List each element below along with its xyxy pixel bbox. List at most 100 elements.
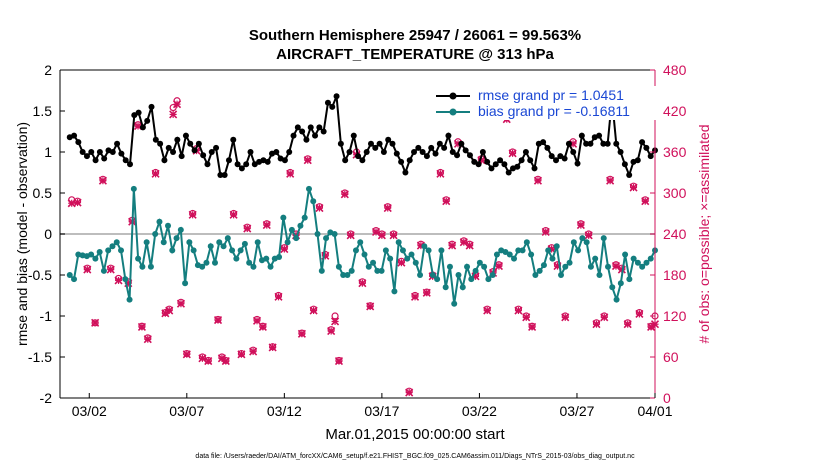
rmse-point — [402, 169, 409, 176]
rmse-point — [324, 99, 331, 106]
series-lines — [66, 93, 658, 307]
rmse-point — [647, 153, 654, 160]
rmse-point — [501, 161, 508, 168]
rmse-point — [79, 149, 86, 155]
obs-assimilated-marker — [383, 203, 392, 213]
rmse-point — [342, 157, 349, 164]
obs-assimilated-marker — [576, 221, 585, 230]
bias-point — [481, 263, 488, 270]
obs-assimilated-marker — [483, 306, 492, 315]
rmse-point — [281, 157, 288, 164]
obs-assimilated-marker — [397, 258, 406, 267]
bias-point — [92, 255, 99, 262]
bias-point — [250, 263, 257, 270]
bias-point — [609, 284, 616, 291]
bias-point — [579, 235, 586, 242]
legend: rmse grand pr = 1.0451 bias grand pr = -… — [434, 86, 656, 120]
rmse-point — [165, 144, 172, 151]
bias-point — [130, 185, 137, 192]
rmse-point — [247, 149, 254, 155]
rmse-point — [423, 153, 430, 160]
rmse-point — [380, 149, 387, 155]
rmse-point — [161, 157, 168, 164]
obs-assimilated-marker — [243, 224, 252, 233]
rmse-point — [385, 136, 392, 143]
rmse-point — [312, 132, 319, 139]
bias-point — [617, 280, 624, 287]
bias-point — [310, 198, 317, 205]
y-tick-label-left: -1.5 — [28, 349, 52, 365]
bias-point — [118, 247, 125, 254]
bias-point — [254, 239, 261, 246]
bias-point — [639, 263, 646, 270]
rmse-point — [393, 150, 400, 157]
rmse-point — [71, 132, 78, 139]
obs-assimilated-marker — [176, 299, 186, 308]
y-tick-label-left: -2 — [40, 390, 53, 406]
bias-point — [280, 214, 287, 221]
bias-point — [519, 247, 526, 254]
obs-assimilated-marker — [346, 231, 355, 240]
obs-assimilated-marker — [377, 231, 386, 240]
rmse-point — [596, 132, 603, 139]
rmse-point — [565, 140, 572, 147]
y-tick-label-left: 2 — [44, 62, 52, 78]
bias-point — [182, 280, 189, 287]
bias-point — [139, 263, 146, 270]
bias-point — [147, 263, 154, 270]
bias-point — [387, 255, 394, 262]
rmse-point — [307, 124, 314, 131]
rmse-point — [475, 161, 482, 168]
bias-point — [143, 239, 150, 246]
obs-assimilated-marker — [221, 357, 230, 366]
obs-assimilated-marker — [410, 292, 420, 301]
rmse-point — [238, 165, 245, 172]
bias-point — [344, 272, 351, 278]
bias-point — [545, 247, 552, 254]
rmse-point — [544, 144, 551, 151]
rmse-point — [570, 149, 577, 155]
obs-assimilated-marker — [309, 306, 318, 315]
bias-point — [434, 276, 441, 283]
rmse-point — [518, 157, 525, 164]
rmse-point — [561, 155, 568, 162]
bias-point — [288, 226, 295, 233]
data-file-footnote: data file: /Users/raeder/DAI/ATM_forcXX/… — [195, 453, 635, 460]
x-tick-label: 03/02 — [72, 403, 107, 419]
rmse-point — [88, 149, 95, 155]
bias-point — [348, 267, 355, 274]
rmse-point — [286, 149, 293, 155]
x-axis-label: Mar.01,2015 00:00:00 start — [325, 426, 505, 443]
legend-entry-bias: bias grand pr = -0.16811 — [434, 103, 656, 120]
bias-point — [66, 272, 73, 278]
rmse-point — [441, 144, 448, 151]
obs-assimilated-marker — [494, 262, 504, 271]
rmse-point — [553, 157, 560, 164]
bias-point — [600, 235, 607, 242]
bias-point — [160, 239, 167, 246]
bias-point — [186, 239, 193, 246]
rmse-point — [204, 161, 211, 168]
obs-assimilated-marker — [389, 231, 398, 240]
rmse-point — [333, 93, 340, 100]
rmse-point — [273, 149, 280, 155]
bias-point — [340, 272, 347, 278]
rmse-point — [488, 165, 495, 172]
bias-point — [211, 259, 218, 266]
rmse-point — [626, 171, 633, 178]
obs-assimilated-marker — [448, 241, 457, 250]
bias-point — [575, 247, 582, 254]
bias-point — [365, 263, 372, 270]
rmse-point — [114, 140, 121, 147]
bias-point — [468, 276, 475, 283]
bias-point — [417, 272, 424, 278]
bias-point — [216, 239, 223, 246]
rmse-point — [346, 149, 353, 155]
obs-assimilated-marker — [297, 329, 306, 338]
bias-point — [540, 262, 547, 269]
bias-point — [476, 259, 483, 266]
rmse-point — [583, 140, 590, 147]
legend-label-rmse: rmse grand pr = 1.0451 — [478, 87, 624, 103]
bias-point — [323, 235, 330, 242]
